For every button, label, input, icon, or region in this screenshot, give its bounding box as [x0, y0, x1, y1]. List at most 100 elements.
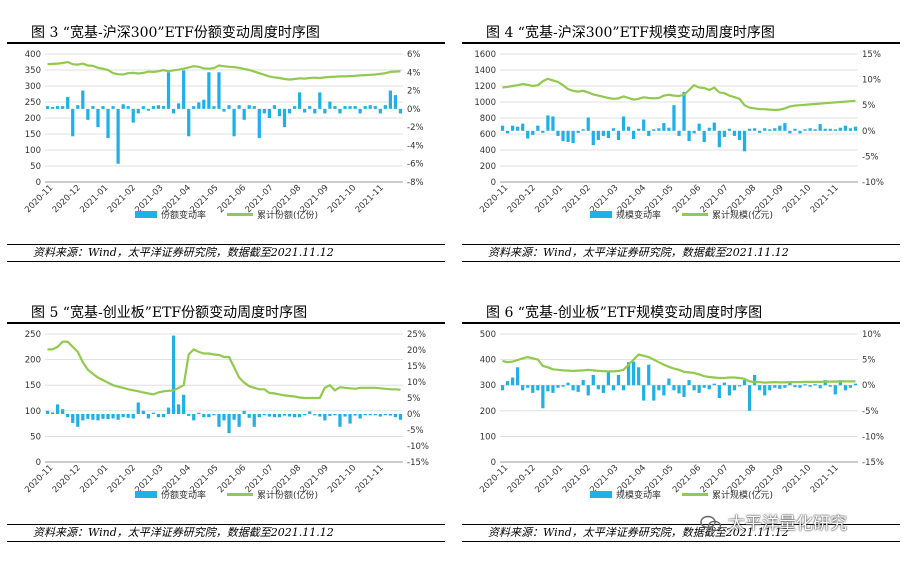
- x-tick-label: 2021-06: [216, 463, 248, 495]
- bar: [768, 129, 772, 131]
- y-tick-label-right: 6%: [407, 50, 421, 60]
- y-tick-label-left: 200: [480, 162, 496, 172]
- bar: [393, 414, 398, 418]
- x-tick-label: 2020-12: [506, 183, 538, 215]
- bar: [343, 414, 347, 417]
- x-tick-label: 2020-12: [51, 183, 83, 215]
- y-tick-label-left: 1000: [474, 98, 496, 108]
- chart-panel-4: 图 6 “宽基-创业板”ETF规模变动周度时序图 0 100 200 300 400 50…: [460, 302, 900, 552]
- bar: [848, 128, 853, 131]
- y-tick-label-right: 10%: [862, 76, 881, 86]
- bar: [732, 130, 737, 136]
- bar: [793, 128, 797, 131]
- bar: [536, 385, 540, 391]
- bar: [146, 108, 150, 111]
- y-tick-label-right: -2%: [407, 123, 424, 133]
- source-note: 资料来源：Wind，太平洋证券研究院，数据截至2021.11.12: [462, 244, 900, 262]
- bar: [803, 129, 807, 131]
- watermark: 太平洋量化研究: [700, 510, 910, 538]
- bar: [672, 385, 676, 391]
- bar: [510, 125, 515, 131]
- bar: [378, 414, 382, 417]
- y-tick-label-right: 4%: [407, 68, 421, 78]
- bar: [505, 130, 510, 134]
- bar: [657, 128, 661, 131]
- x-tick-label: 2021-10: [326, 183, 358, 215]
- bar: [591, 130, 595, 146]
- bar: [131, 414, 135, 419]
- bar: [606, 130, 611, 138]
- bar: [586, 117, 590, 131]
- bar: [793, 385, 797, 388]
- bar: [616, 374, 621, 386]
- bar: [86, 108, 90, 120]
- bar: [272, 414, 277, 418]
- bar: [151, 106, 156, 109]
- source-note: 资料来源：Wind，太平洋证券研究院，数据截至2021.11.12: [462, 524, 900, 542]
- y-tick-label-left: 200: [25, 356, 41, 366]
- bar: [531, 130, 535, 135]
- bar: [833, 385, 837, 395]
- bar: [197, 102, 201, 109]
- bar: [561, 385, 565, 387]
- bar: [111, 106, 115, 109]
- bar: [753, 128, 757, 131]
- bar: [272, 105, 277, 109]
- y-tick-label-right: 10%: [862, 330, 881, 340]
- chart-svg: 0 100 200 300 400 500 -15% -10% -5% 0% 5% 10% 2020-1…: [478, 330, 884, 501]
- bar: [101, 106, 105, 109]
- bar: [333, 414, 337, 416]
- bar: [596, 130, 600, 141]
- y-tick-label-right: 15%: [407, 362, 426, 372]
- bar: [262, 108, 266, 114]
- bar: [171, 108, 176, 114]
- bar: [358, 414, 362, 419]
- bar: [292, 414, 297, 418]
- bar: [106, 414, 110, 420]
- bar: [778, 125, 782, 131]
- bar: [677, 130, 681, 136]
- bar: [61, 106, 65, 109]
- line-series: [47, 60, 401, 81]
- y-tick-label-right: -5%: [407, 426, 424, 436]
- x-tick-label: 2021-01: [78, 463, 110, 495]
- chart-title: 图 6 “宽基-创业板”ETF规模变动周度时序图: [462, 302, 900, 324]
- bar: [838, 380, 842, 386]
- bar: [121, 104, 125, 109]
- bar: [813, 129, 817, 131]
- bar: [292, 106, 297, 109]
- bar: [526, 130, 530, 139]
- bar: [383, 105, 387, 109]
- bar: [737, 130, 742, 141]
- bar: [768, 385, 772, 391]
- bar: [672, 105, 676, 131]
- bar: [313, 108, 317, 114]
- bar: [576, 130, 580, 133]
- bar: [722, 382, 726, 386]
- bar: [783, 385, 787, 388]
- x-tick-label: 2021-06: [671, 183, 703, 215]
- bar: [151, 412, 156, 414]
- bar: [687, 130, 691, 142]
- bar: [303, 108, 307, 113]
- legend-swatch-bar: [135, 491, 157, 498]
- y-tick-label-left: 350: [25, 66, 41, 76]
- bar: [338, 414, 342, 427]
- y-tick-label-left: 0: [36, 178, 41, 188]
- y-tick-label-left: 300: [480, 381, 496, 391]
- bar: [546, 385, 550, 392]
- bar: [333, 106, 337, 109]
- bar: [758, 385, 762, 391]
- bar: [373, 414, 377, 416]
- bar: [232, 414, 236, 420]
- bar: [45, 106, 50, 109]
- bar: [747, 385, 752, 411]
- x-tick-label: 2021-10: [781, 183, 813, 215]
- x-tick-label: 2021-02: [106, 183, 138, 215]
- bar: [161, 106, 166, 109]
- bar: [50, 107, 55, 109]
- bar: [126, 414, 130, 418]
- bar: [758, 130, 762, 133]
- y-tick-label-left: 250: [25, 330, 41, 340]
- bar: [773, 128, 777, 131]
